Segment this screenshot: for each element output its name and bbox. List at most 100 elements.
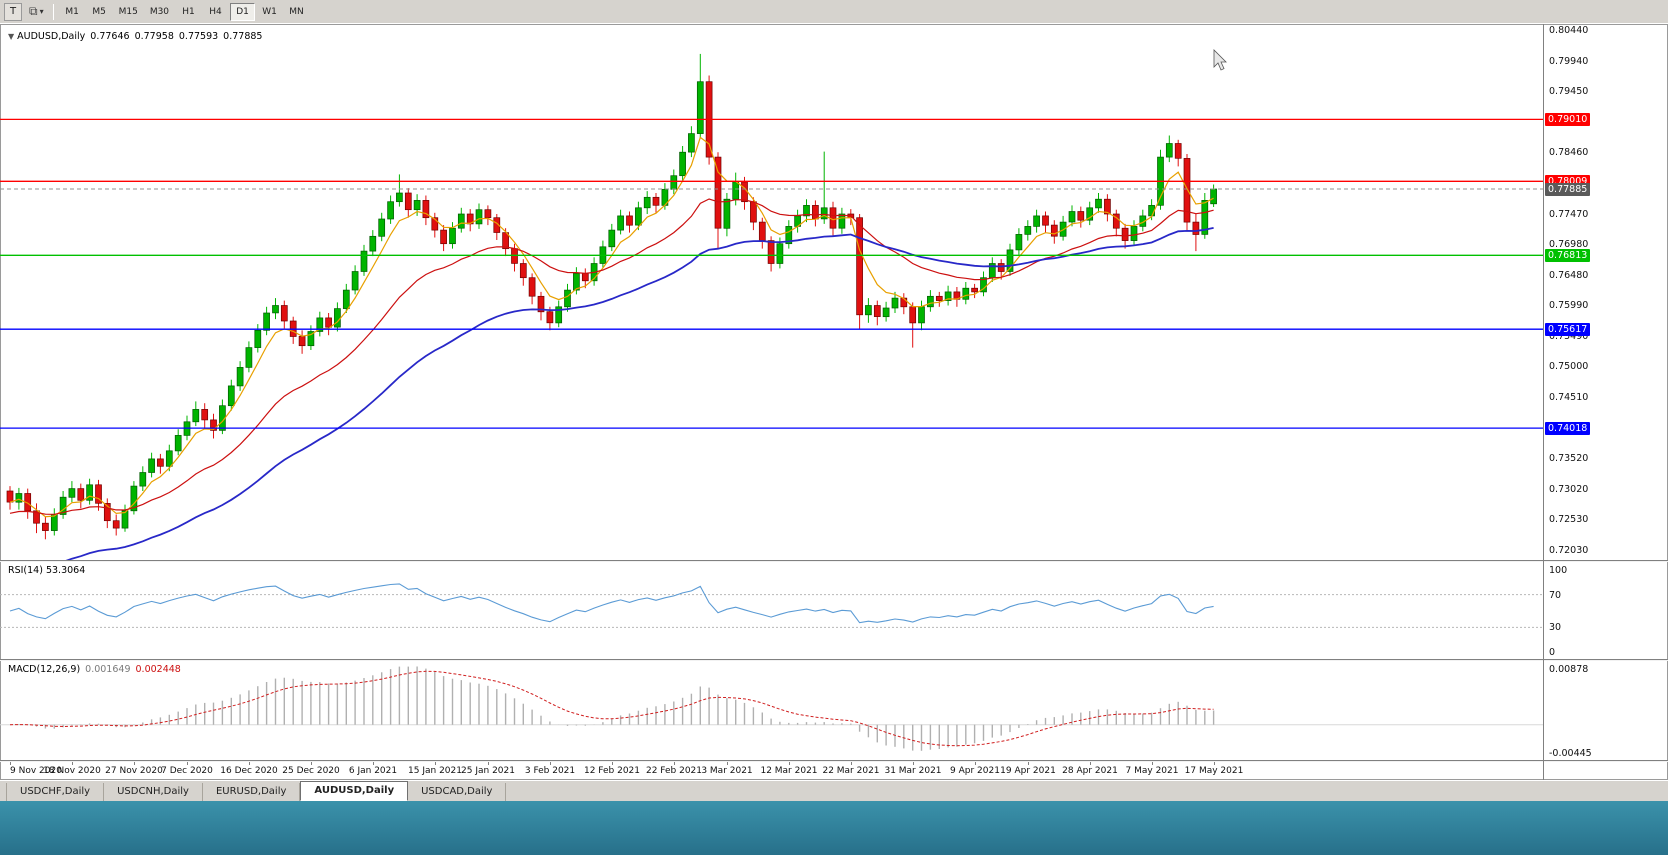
chart-tab-USDCHF[interactable]: USDCHF,Daily xyxy=(6,783,105,801)
timeframe-button-H4[interactable]: H4 xyxy=(209,6,222,17)
time-axis-tick xyxy=(488,762,489,765)
price-line-badge: 0.75617 xyxy=(1545,322,1591,336)
date-label: 18 Nov 2020 xyxy=(43,766,101,776)
chart-windows-icon[interactable]: ⧉ ▾ xyxy=(25,3,48,21)
collapse-arrow-icon[interactable]: ▼ xyxy=(8,32,15,41)
timeframe-button-D1[interactable]: D1 xyxy=(230,2,256,21)
date-label: 3 Feb 2021 xyxy=(524,766,576,776)
rsi-axis-label: 100 xyxy=(1549,565,1568,576)
timeframe-button-M15[interactable]: M15 xyxy=(118,6,138,17)
price-axis-label: 0.79940 xyxy=(1549,55,1589,67)
rsi-axis-label: 0 xyxy=(1549,647,1556,658)
rsi-name: RSI(14) xyxy=(8,565,43,576)
chart-tab-bar: USDCHF,Daily USDCNH,Daily EURUSD,Daily AUDU… xyxy=(0,780,1668,801)
current-price-badge: 0.77885 xyxy=(1545,182,1591,196)
price-axis-label: 0.74510 xyxy=(1549,391,1589,403)
date-label: 25 Jan 2021 xyxy=(461,766,515,776)
chart-tab-USDCNH[interactable]: USDCNH,Daily xyxy=(104,783,203,801)
time-axis-tick xyxy=(249,762,250,765)
price-axis-label: 0.76980 xyxy=(1549,238,1589,250)
time-axis-tick xyxy=(134,762,135,765)
layers-icon: ⧉ xyxy=(29,4,38,18)
time-axis-tick xyxy=(727,762,728,765)
chart-window: ▼ AUDUSD,Daily 0.77646 0.77958 0.77593 0.7788… xyxy=(0,24,1668,780)
date-label: 22 Feb 2021 xyxy=(645,766,703,776)
date-label: 9 Nov 2020 xyxy=(10,766,62,776)
date-label: 22 Mar 2021 xyxy=(822,766,880,776)
time-axis-tick xyxy=(1214,762,1215,765)
taskbar xyxy=(0,801,1668,855)
price-line-badge: 0.79010 xyxy=(1545,112,1591,126)
date-label: 12 Feb 2021 xyxy=(583,766,641,776)
price-axis-label: 0.75000 xyxy=(1549,361,1589,373)
date-label: 31 Mar 2021 xyxy=(884,766,942,776)
price-axis[interactable]: 0.804400.799400.794500.789500.784600.779… xyxy=(1544,24,1668,762)
date-label: 9 Apr 2021 xyxy=(950,766,1000,776)
time-axis-tick xyxy=(72,762,73,765)
panel-separator[interactable] xyxy=(0,659,1668,661)
time-axis-tick xyxy=(975,762,976,765)
chart-symbol: AUDUSD,Daily xyxy=(17,31,86,42)
price-axis-label: 0.73520 xyxy=(1549,452,1589,464)
time-axis-tick xyxy=(1028,762,1029,765)
time-axis-tick xyxy=(674,762,675,765)
rsi-indicator-canvas[interactable] xyxy=(0,562,1543,659)
price-axis-label: 0.75990 xyxy=(1549,300,1589,312)
ohlc-close: 0.77885 xyxy=(223,31,263,42)
date-label: 28 Apr 2021 xyxy=(1062,766,1118,776)
price-axis-label: 0.75490 xyxy=(1549,331,1589,343)
rsi-axis-label: 70 xyxy=(1549,589,1562,601)
macd-label: MACD(12,26,9) 0.001649 0.002448 xyxy=(8,664,181,675)
toolbar-separator xyxy=(52,3,54,20)
timeframe-button-W1[interactable]: W1 xyxy=(262,6,277,17)
time-axis-tick xyxy=(1090,762,1091,765)
ohlc-high: 0.77958 xyxy=(134,31,174,42)
time-axis-tick xyxy=(851,762,852,765)
price-axis-label: 0.72530 xyxy=(1549,514,1589,526)
panel-separator[interactable] xyxy=(0,560,1668,562)
time-axis-tick xyxy=(311,762,312,765)
macd-main-value: 0.001649 xyxy=(85,664,131,675)
price-axis-label: 0.80440 xyxy=(1549,25,1589,36)
timeframe-buttons-group: M1 M5 M15 M30 H1 H4 D1 W1 MN xyxy=(59,2,310,21)
rsi-value: 53.3064 xyxy=(45,565,86,576)
timeframes-toolbar: T ⧉ ▾ M1 M5 M15 M30 H1 H4 D1 W1 MN xyxy=(0,0,1668,24)
chevron-down-icon: ▾ xyxy=(39,7,44,16)
time-axis-tick xyxy=(550,762,551,765)
chart-title: ▼ AUDUSD,Daily 0.77646 0.77958 0.77593 0.7788… xyxy=(8,31,262,42)
time-axis-tick xyxy=(913,762,914,765)
timeframe-button-MN[interactable]: MN xyxy=(289,6,304,17)
main-chart-canvas[interactable] xyxy=(0,24,1543,560)
timeframe-button-M1[interactable]: M1 xyxy=(65,6,79,17)
time-axis-tick xyxy=(435,762,436,765)
macd-axis-label: -0.00445 xyxy=(1549,748,1592,759)
date-label: 16 Dec 2020 xyxy=(220,766,278,776)
date-label: 6 Jan 2021 xyxy=(348,766,398,776)
date-label: 25 Dec 2020 xyxy=(282,766,340,776)
rsi-axis-label: 30 xyxy=(1549,622,1562,634)
date-label: 27 Nov 2020 xyxy=(105,766,163,776)
macd-name: MACD(12,26,9) xyxy=(8,664,81,675)
timeframe-button-M30[interactable]: M30 xyxy=(149,6,170,17)
toolbar-handle-button[interactable]: T xyxy=(4,2,22,21)
chart-tab-USDCAD[interactable]: USDCAD,Daily xyxy=(408,783,507,801)
date-label: 12 Mar 2021 xyxy=(760,766,818,776)
price-axis-divider xyxy=(1543,24,1544,780)
timeframe-button-M5[interactable]: M5 xyxy=(92,6,106,17)
macd-axis-label: 0.00878 xyxy=(1549,664,1589,675)
time-axis[interactable]: 9 Nov 2020 18 Nov 2020 27 Nov 2020 7 Dec 20… xyxy=(0,762,1543,780)
date-label: 15 Jan 2021 xyxy=(408,766,462,776)
date-label: 7 Dec 2020 xyxy=(161,766,213,776)
time-axis-tick xyxy=(187,762,188,765)
price-axis-label: 0.79450 xyxy=(1549,86,1589,98)
chart-tab-AUDUSD[interactable]: AUDUSD,Daily xyxy=(300,781,409,801)
chart-tab-EURUSD[interactable]: EURUSD,Daily xyxy=(203,783,301,801)
timeframe-button-H1[interactable]: H1 xyxy=(182,6,195,17)
macd-indicator-canvas[interactable] xyxy=(0,661,1543,760)
price-line-badge: 0.76813 xyxy=(1545,248,1591,262)
time-axis-tick xyxy=(10,762,11,765)
panel-separator xyxy=(0,760,1668,762)
date-label: 7 May 2021 xyxy=(1125,766,1179,776)
time-axis-tick xyxy=(789,762,790,765)
